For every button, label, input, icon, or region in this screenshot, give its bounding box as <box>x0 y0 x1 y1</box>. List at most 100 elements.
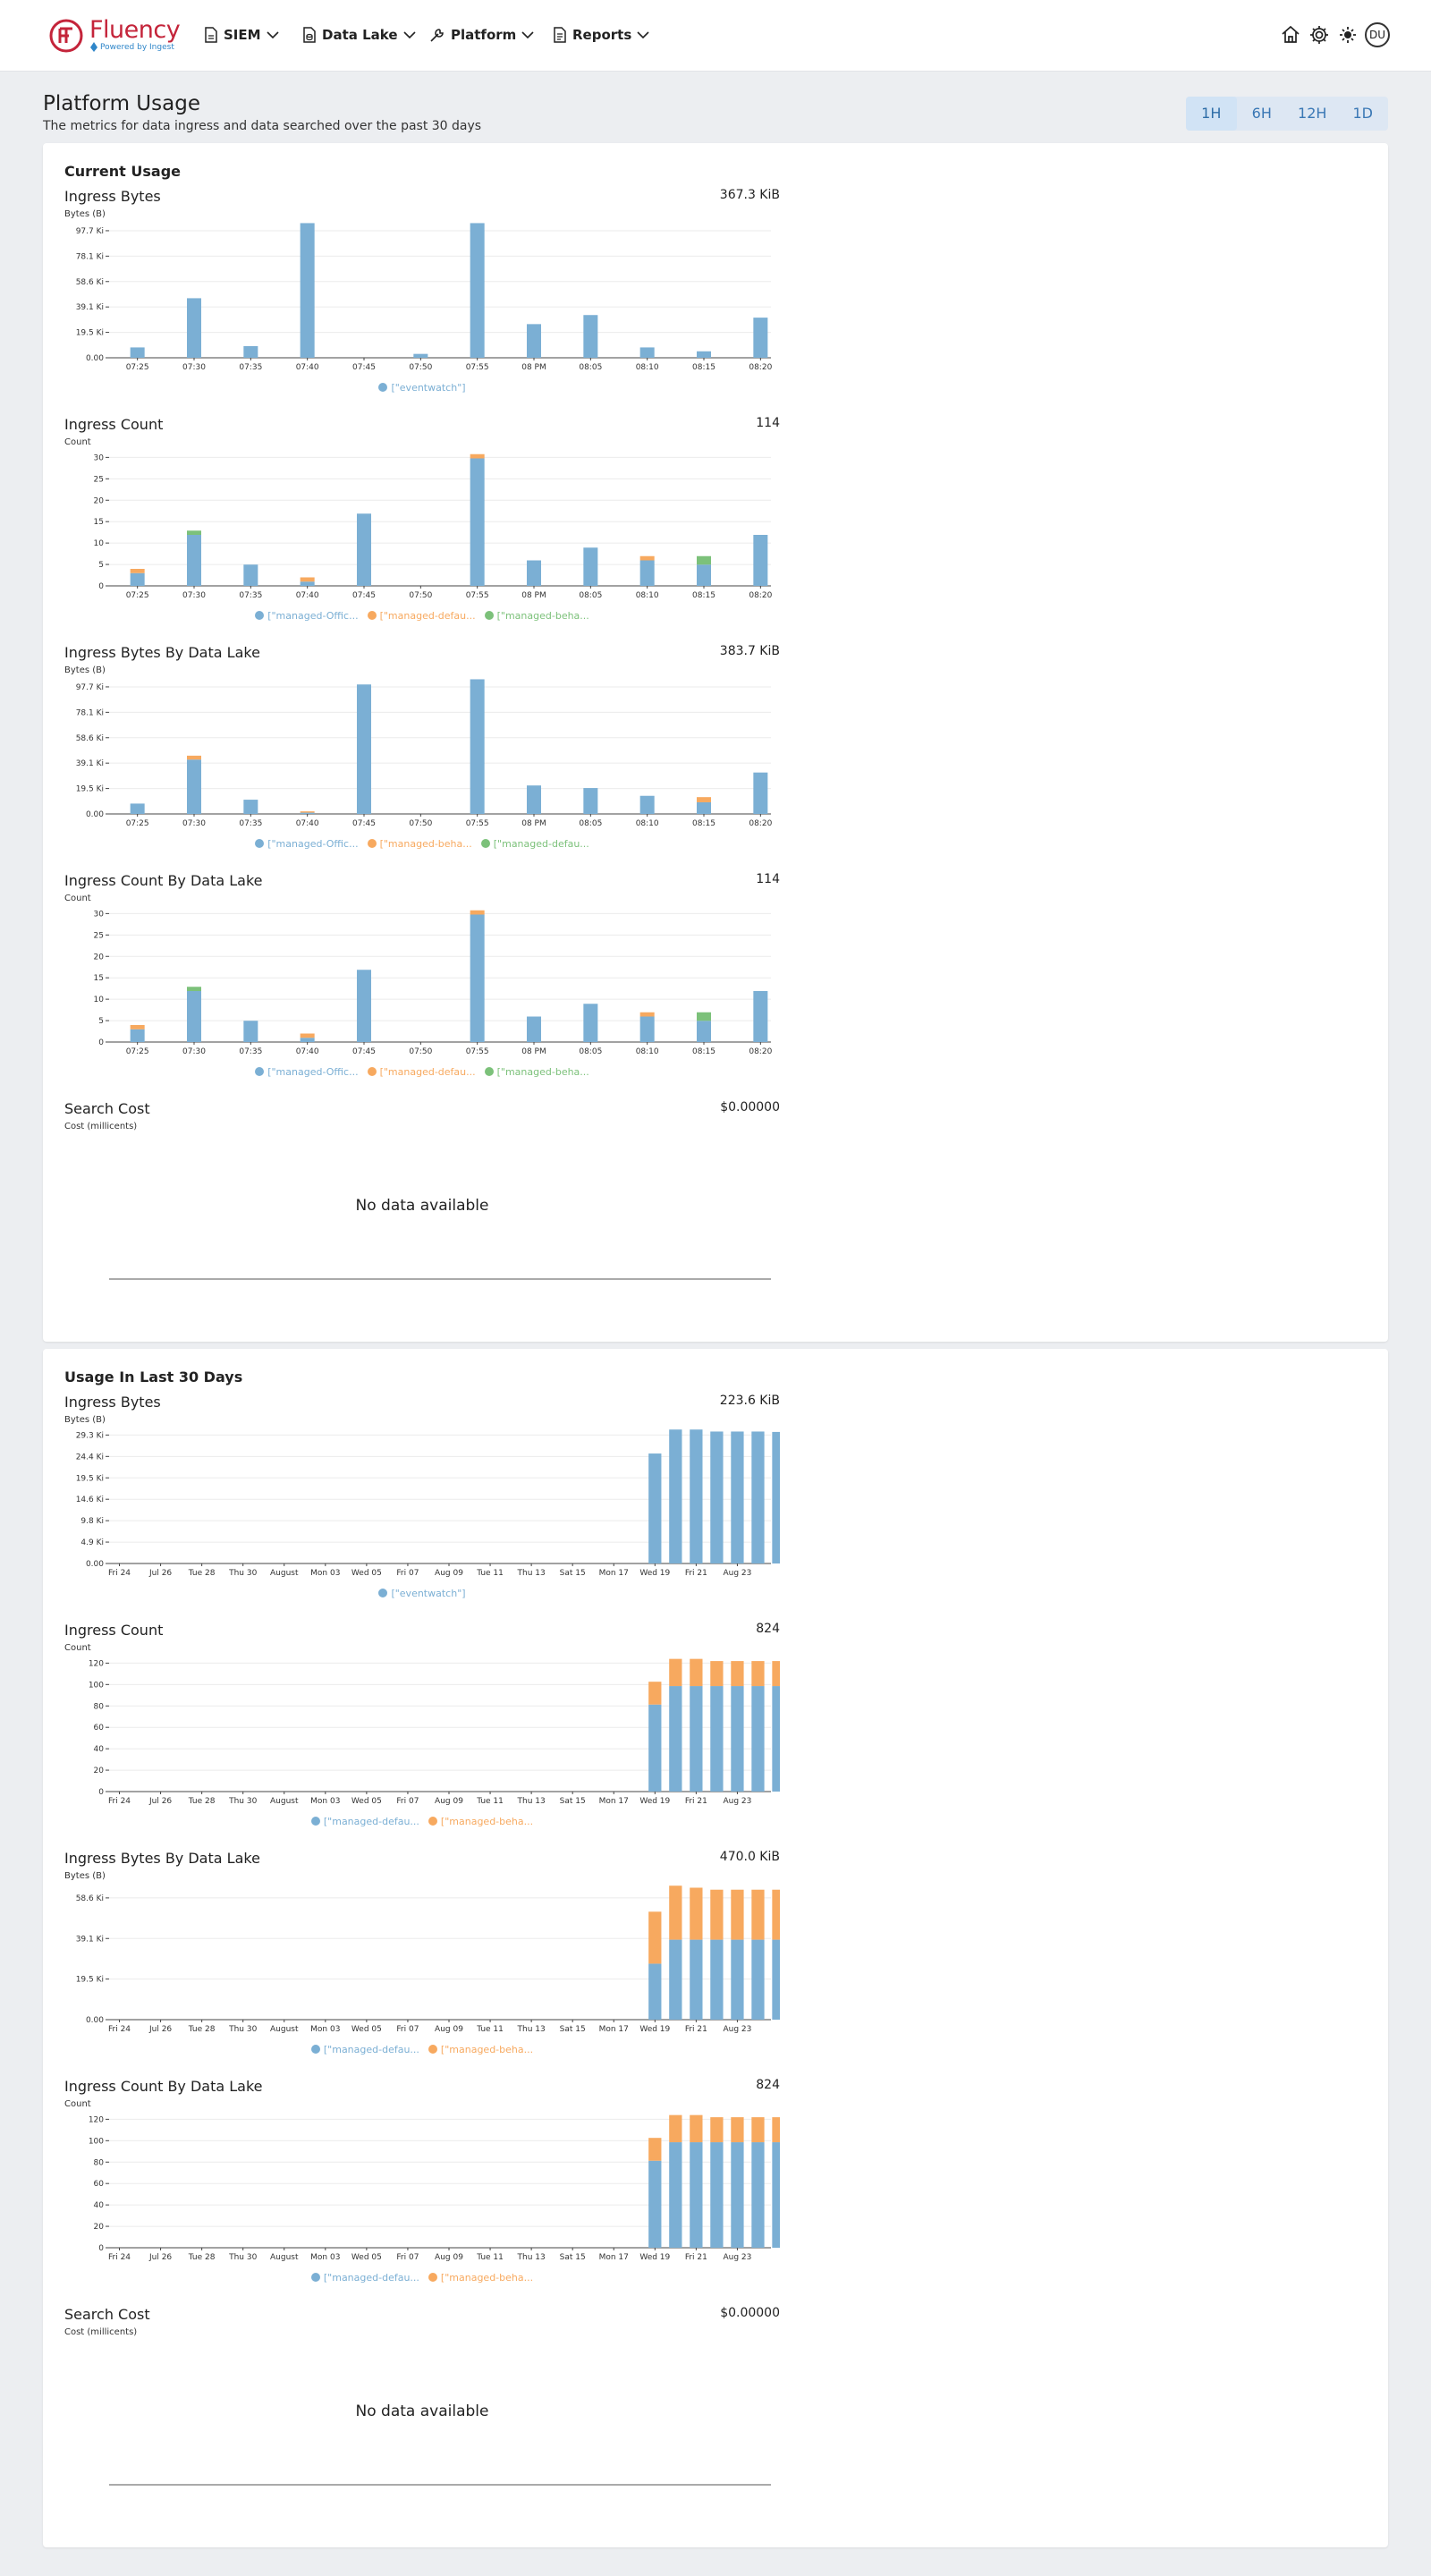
time-range-1h-button[interactable]: 1H <box>1186 97 1237 131</box>
legend-item[interactable]: ["managed-beha... <box>484 610 589 622</box>
bar-segment[interactable] <box>243 345 258 358</box>
bar-segment[interactable] <box>357 970 371 1042</box>
bar-segment[interactable] <box>690 1658 703 1687</box>
bar-segment[interactable] <box>357 513 371 586</box>
legend-item[interactable]: ["eventwatch"] <box>378 382 466 394</box>
bar-segment[interactable] <box>470 679 485 814</box>
bar-segment[interactable] <box>751 1431 765 1563</box>
bar-segment[interactable] <box>697 564 711 586</box>
bar-segment[interactable] <box>772 1431 780 1563</box>
bar-segment[interactable] <box>753 991 768 1042</box>
bar-segment[interactable] <box>669 1658 682 1687</box>
bar-segment[interactable] <box>639 1016 655 1043</box>
bar-segment[interactable] <box>669 1429 682 1563</box>
bar-segment[interactable] <box>751 1939 765 2020</box>
bar-segment[interactable] <box>697 351 711 358</box>
bar-segment[interactable] <box>527 1016 541 1043</box>
bar-segment[interactable] <box>751 2117 765 2143</box>
theme-toggle-sun-icon[interactable] <box>1336 23 1359 47</box>
bar-segment[interactable] <box>710 1686 724 1792</box>
legend-item[interactable]: ["managed-beha... <box>428 2044 533 2055</box>
bar-segment[interactable] <box>772 2117 780 2143</box>
legend-item[interactable]: ["managed-defau... <box>367 1066 476 1078</box>
bar-segment[interactable] <box>130 1029 145 1042</box>
bar-segment[interactable] <box>648 1704 662 1792</box>
bar-segment[interactable] <box>300 581 315 586</box>
bar-segment[interactable] <box>753 535 768 586</box>
bar-segment[interactable] <box>527 560 541 587</box>
bar-segment[interactable] <box>648 1453 662 1563</box>
bar-segment[interactable] <box>669 1885 682 1940</box>
bar-segment[interactable] <box>731 1939 744 2020</box>
bar-segment[interactable] <box>697 555 711 565</box>
bar-segment[interactable] <box>710 2142 724 2248</box>
bar-segment[interactable] <box>731 1889 744 1940</box>
bar-segment[interactable] <box>130 803 145 814</box>
bar-segment[interactable] <box>639 560 655 587</box>
bar-segment[interactable] <box>639 795 655 814</box>
bar-segment[interactable] <box>751 1686 765 1792</box>
legend-item[interactable]: ["managed-Offic... <box>255 838 359 850</box>
bar-segment[interactable] <box>187 987 201 991</box>
bar-segment[interactable] <box>187 298 201 358</box>
bar-segment[interactable] <box>130 1025 145 1030</box>
time-range-12h-button[interactable]: 12H <box>1298 105 1327 122</box>
bar-segment[interactable] <box>583 788 598 814</box>
bar-segment[interactable] <box>690 1939 703 2020</box>
bar-segment[interactable] <box>187 535 201 586</box>
bar-segment[interactable] <box>243 1021 258 1042</box>
legend-item[interactable]: ["eventwatch"] <box>378 1588 466 1599</box>
legend-item[interactable]: ["managed-beha... <box>367 838 472 850</box>
gear-icon[interactable] <box>1308 23 1331 47</box>
bar-segment[interactable] <box>772 1661 780 1687</box>
bar-segment[interactable] <box>130 572 145 586</box>
user-avatar[interactable]: DU <box>1365 22 1390 47</box>
legend-item[interactable]: ["managed-beha... <box>484 1066 589 1078</box>
bar-segment[interactable] <box>648 2160 662 2248</box>
bar-segment[interactable] <box>470 910 485 915</box>
legend-item[interactable]: ["managed-defau... <box>367 610 476 622</box>
bar-segment[interactable] <box>669 2142 682 2248</box>
bar-segment[interactable] <box>697 801 711 814</box>
bar-segment[interactable] <box>772 2142 780 2248</box>
bar-segment[interactable] <box>731 1431 744 1563</box>
bar-segment[interactable] <box>753 318 768 358</box>
legend-item[interactable]: ["managed-beha... <box>428 2272 533 2284</box>
bar-segment[interactable] <box>470 453 485 459</box>
bar-segment[interactable] <box>583 547 598 586</box>
nav-siem[interactable]: SIEM <box>204 21 279 48</box>
bar-segment[interactable] <box>697 1021 711 1042</box>
bar-segment[interactable] <box>710 2117 724 2143</box>
bar-segment[interactable] <box>470 223 485 358</box>
legend-item[interactable]: ["managed-defau... <box>310 2044 419 2055</box>
bar-segment[interactable] <box>527 324 541 358</box>
nav-platform[interactable]: Platform <box>429 21 534 48</box>
bar-segment[interactable] <box>772 1686 780 1792</box>
bar-segment[interactable] <box>690 1887 703 1940</box>
bar-segment[interactable] <box>731 2142 744 2248</box>
nav-reports[interactable]: Reports <box>553 21 649 48</box>
bar-segment[interactable] <box>583 1004 598 1042</box>
bar-segment[interactable] <box>130 569 145 573</box>
bar-segment[interactable] <box>357 684 371 814</box>
bar-segment[interactable] <box>648 1911 662 1964</box>
bar-segment[interactable] <box>470 914 485 1043</box>
bar-segment[interactable] <box>710 1889 724 1940</box>
bar-segment[interactable] <box>669 1939 682 2020</box>
legend-item[interactable]: ["managed-defau... <box>480 838 589 850</box>
bar-segment[interactable] <box>669 1686 682 1792</box>
bar-segment[interactable] <box>187 759 201 814</box>
bar-segment[interactable] <box>690 2142 703 2248</box>
bar-segment[interactable] <box>648 2138 662 2161</box>
bar-segment[interactable] <box>772 1889 780 1940</box>
bar-segment[interactable] <box>697 1012 711 1021</box>
bar-segment[interactable] <box>413 353 428 358</box>
bar-segment[interactable] <box>690 2114 703 2143</box>
bar-segment[interactable] <box>300 1033 315 1038</box>
bar-segment[interactable] <box>187 530 201 535</box>
bar-segment[interactable] <box>300 223 315 358</box>
bar-segment[interactable] <box>300 577 315 582</box>
bar-segment[interactable] <box>751 1889 765 1940</box>
bar-segment[interactable] <box>772 1939 780 2020</box>
legend-item[interactable]: ["managed-beha... <box>428 1816 533 1827</box>
